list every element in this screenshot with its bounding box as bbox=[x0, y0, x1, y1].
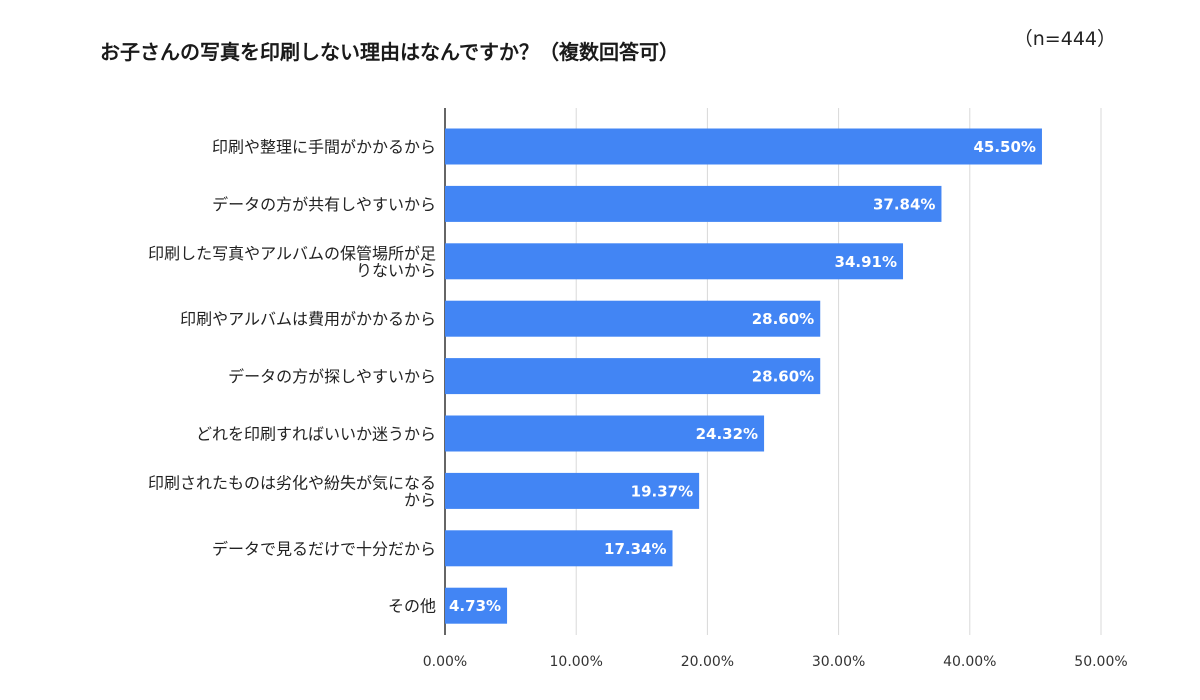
x-tick-label: 10.00% bbox=[550, 654, 603, 670]
bar-value-label: 17.34% bbox=[604, 540, 666, 558]
x-tick-label: 50.00% bbox=[1074, 654, 1127, 670]
bar-value-label: 45.50% bbox=[973, 138, 1035, 156]
sample-size-label: （n=444） bbox=[1013, 28, 1116, 50]
category-label: データの方が探しやすいから bbox=[228, 367, 436, 386]
category-label: どれを印刷すればいいか迷うから bbox=[196, 425, 436, 444]
bar-value-label: 4.73% bbox=[449, 597, 501, 615]
bar-value-label: 24.32% bbox=[696, 425, 758, 443]
category-label: から bbox=[404, 490, 436, 509]
bar bbox=[445, 358, 821, 395]
x-tick-label: 30.00% bbox=[812, 654, 865, 670]
bar-value-label: 34.91% bbox=[835, 253, 897, 271]
bar-value-label: 28.60% bbox=[752, 310, 814, 328]
bar bbox=[445, 530, 673, 567]
category-label: 印刷されたものは劣化や紛失が気になる bbox=[148, 473, 436, 492]
x-tick-label: 0.00% bbox=[423, 654, 467, 670]
category-label: データの方が共有しやすいから bbox=[212, 195, 436, 214]
bar bbox=[445, 415, 765, 452]
bar-value-label: 19.37% bbox=[631, 482, 693, 500]
bar bbox=[445, 185, 942, 222]
category-label: りないから bbox=[356, 261, 436, 280]
category-label: 印刷や整理に手間がかかるから bbox=[212, 138, 436, 157]
bar bbox=[445, 587, 508, 624]
category-label: データで見るだけで十分だから bbox=[212, 539, 436, 558]
bar bbox=[445, 300, 821, 337]
chart-title: お子さんの写真を印刷しない理由はなんですか？（複数回答可） bbox=[100, 40, 679, 64]
bar bbox=[445, 243, 904, 280]
category-label: 印刷した写真やアルバムの保管場所が足 bbox=[148, 244, 436, 263]
category-label: 印刷やアルバムは費用がかかるから bbox=[180, 310, 436, 329]
bar-value-label: 28.60% bbox=[752, 368, 814, 386]
bar bbox=[445, 472, 700, 509]
category-labels: 印刷や整理に手間がかかるからデータの方が共有しやすいから印刷した写真やアルバムの… bbox=[148, 138, 436, 616]
x-tick-label: 40.00% bbox=[943, 654, 996, 670]
bar bbox=[445, 128, 1042, 165]
bars: 45.50% 37.84% 34.91% 28.60% 28.60% 24.32% 19.3… bbox=[445, 128, 1042, 624]
x-tick-label: 20.00% bbox=[681, 654, 734, 670]
category-label: その他 bbox=[388, 597, 436, 616]
x-axis-ticks: 0.00% 10.00% 20.00% 30.00% 40.00% 50.00% bbox=[423, 654, 1128, 670]
bar-value-label: 37.84% bbox=[873, 195, 935, 213]
